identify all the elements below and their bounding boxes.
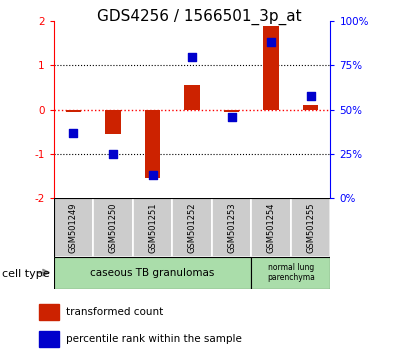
Point: [110, 151, 116, 157]
Bar: [105, 110, 121, 134]
Point: [189, 54, 195, 59]
Bar: [54, 257, 251, 289]
Point: [268, 40, 274, 45]
Text: percentile rank within the sample: percentile rank within the sample: [66, 334, 242, 344]
Point: [307, 93, 314, 98]
Bar: [251, 198, 291, 257]
Bar: [93, 198, 133, 257]
Text: normal lung
parenchyma: normal lung parenchyma: [267, 263, 315, 282]
Text: caseous TB granulomas: caseous TB granulomas: [90, 268, 215, 278]
Bar: [224, 110, 240, 112]
Point: [228, 114, 235, 120]
Bar: [291, 198, 330, 257]
Bar: [251, 257, 330, 289]
Text: GSM501254: GSM501254: [267, 202, 275, 253]
Text: GSM501249: GSM501249: [69, 202, 78, 253]
Bar: [302, 105, 318, 110]
Point: [149, 172, 156, 178]
Text: transformed count: transformed count: [66, 307, 163, 317]
Bar: [133, 198, 172, 257]
Bar: [39, 304, 59, 320]
Text: GDS4256 / 1566501_3p_at: GDS4256 / 1566501_3p_at: [97, 9, 301, 25]
Bar: [66, 110, 81, 112]
Point: [70, 130, 77, 136]
Bar: [144, 110, 160, 178]
Bar: [54, 198, 93, 257]
Text: GSM501253: GSM501253: [227, 202, 236, 253]
Bar: [39, 331, 59, 347]
Bar: [172, 198, 212, 257]
Text: cell type: cell type: [2, 269, 50, 279]
Bar: [184, 85, 200, 110]
Bar: [212, 198, 251, 257]
Text: GSM501250: GSM501250: [109, 202, 117, 253]
Text: GSM501252: GSM501252: [187, 202, 197, 253]
Bar: [263, 26, 279, 110]
Text: GSM501251: GSM501251: [148, 202, 157, 253]
Text: GSM501255: GSM501255: [306, 202, 315, 253]
